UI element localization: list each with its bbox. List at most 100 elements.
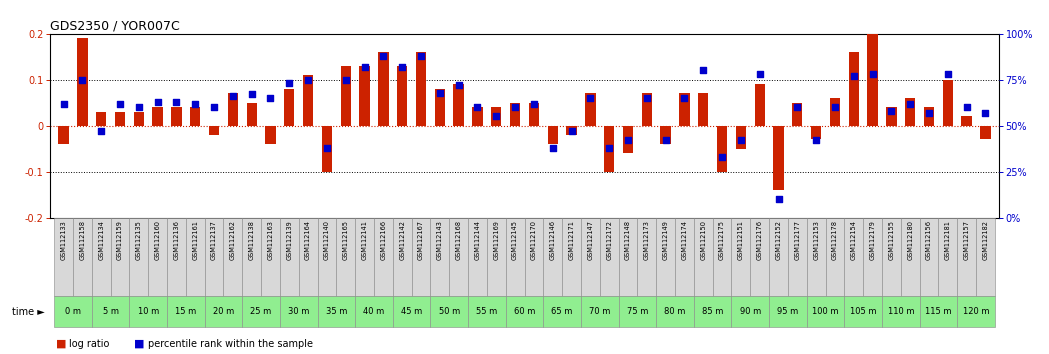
Point [864, 71, 881, 77]
Bar [712, 218, 731, 296]
Bar [261, 218, 280, 296]
Bar [807, 218, 826, 296]
Bar [581, 296, 619, 327]
Point [56, 101, 72, 107]
Bar [754, 84, 765, 126]
Bar [981, 126, 990, 139]
Point [713, 154, 730, 160]
Bar [619, 218, 638, 296]
Text: 75 m: 75 m [626, 307, 648, 316]
Text: GSM112177: GSM112177 [794, 220, 800, 260]
Bar [773, 126, 784, 190]
Point [770, 196, 787, 202]
Text: GSM112143: GSM112143 [436, 220, 443, 260]
Bar [529, 103, 539, 126]
Bar [280, 218, 299, 296]
Bar [265, 126, 276, 144]
Point [281, 80, 298, 86]
Text: GSM112151: GSM112151 [737, 220, 744, 260]
Bar [55, 218, 73, 296]
Text: 115 m: 115 m [925, 307, 951, 316]
Text: ■: ■ [56, 339, 66, 349]
Text: GSM112168: GSM112168 [455, 220, 462, 260]
Bar [434, 89, 445, 126]
Bar [55, 296, 91, 327]
Text: GSM112134: GSM112134 [99, 220, 104, 260]
Text: 30 m: 30 m [288, 307, 309, 316]
Bar [698, 93, 708, 126]
Text: 20 m: 20 m [213, 307, 234, 316]
Point [357, 64, 373, 70]
Bar [882, 218, 901, 296]
Bar [392, 296, 430, 327]
Bar [337, 218, 356, 296]
Point [111, 101, 128, 107]
Bar [731, 296, 769, 327]
Point [732, 138, 749, 143]
Bar [167, 296, 205, 327]
Bar [129, 218, 148, 296]
Text: 100 m: 100 m [812, 307, 839, 316]
Point [940, 71, 957, 77]
Text: GSM112161: GSM112161 [192, 220, 198, 260]
Bar [247, 103, 257, 126]
Bar [356, 218, 374, 296]
Bar [415, 52, 426, 126]
Bar [905, 98, 916, 126]
Bar [524, 218, 543, 296]
Point [658, 138, 675, 143]
Text: 40 m: 40 m [363, 307, 385, 316]
Bar [152, 107, 163, 126]
Point [469, 104, 486, 110]
Text: GSM112175: GSM112175 [719, 220, 725, 260]
Point [526, 101, 542, 107]
Bar [411, 218, 430, 296]
Text: 5 m: 5 m [103, 307, 119, 316]
Bar [190, 107, 200, 126]
Point [92, 129, 109, 134]
Bar [318, 296, 356, 327]
Point [751, 71, 768, 77]
Bar [468, 296, 506, 327]
Text: GSM112150: GSM112150 [701, 220, 706, 260]
Text: GSM112170: GSM112170 [531, 220, 537, 260]
Bar [735, 126, 746, 149]
Point [582, 95, 599, 101]
Point [676, 95, 692, 101]
Bar [129, 296, 167, 327]
Point [450, 82, 467, 88]
Text: GSM112139: GSM112139 [286, 220, 293, 260]
Text: GSM112174: GSM112174 [682, 220, 687, 260]
Text: 0 m: 0 m [65, 307, 81, 316]
Bar [167, 218, 186, 296]
Bar [284, 89, 295, 126]
Text: GSM112166: GSM112166 [381, 220, 386, 260]
Point [601, 145, 618, 150]
Text: GSM112147: GSM112147 [587, 220, 594, 260]
Bar [849, 52, 859, 126]
Bar [830, 98, 840, 126]
Bar [826, 218, 844, 296]
Point [959, 104, 976, 110]
Point [374, 53, 391, 58]
Bar [280, 296, 318, 327]
Bar [886, 107, 897, 126]
Bar [566, 126, 577, 135]
Bar [543, 296, 581, 327]
Text: GSM112142: GSM112142 [400, 220, 405, 260]
Bar [882, 296, 920, 327]
Bar [585, 93, 596, 126]
Text: 45 m: 45 m [401, 307, 423, 316]
Bar [863, 218, 882, 296]
Bar [661, 126, 670, 144]
Bar [205, 296, 242, 327]
Text: 15 m: 15 m [175, 307, 196, 316]
Point [694, 68, 711, 73]
Text: GSM112145: GSM112145 [512, 220, 518, 260]
Bar [939, 218, 958, 296]
Bar [397, 66, 407, 126]
Bar [453, 84, 464, 126]
Bar [657, 296, 693, 327]
Point [808, 138, 825, 143]
Bar [430, 218, 449, 296]
